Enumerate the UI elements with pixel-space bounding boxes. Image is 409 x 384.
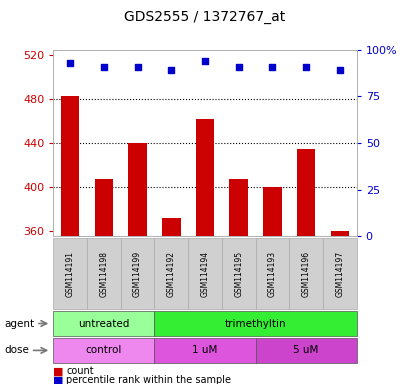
- Text: GSM114195: GSM114195: [234, 250, 243, 297]
- Point: [302, 64, 309, 70]
- Point: [134, 64, 141, 70]
- Text: dose: dose: [4, 345, 29, 356]
- Point: [67, 60, 73, 66]
- Text: percentile rank within the sample: percentile rank within the sample: [66, 375, 231, 384]
- Bar: [61, 96, 79, 236]
- Text: 5 uM: 5 uM: [293, 345, 318, 356]
- Bar: [128, 143, 146, 236]
- Bar: [229, 179, 247, 236]
- Text: count: count: [66, 366, 94, 376]
- Point: [100, 64, 107, 70]
- Bar: [195, 119, 214, 236]
- Text: GDS2555 / 1372767_at: GDS2555 / 1372767_at: [124, 10, 285, 23]
- Text: trimethyltin: trimethyltin: [224, 318, 285, 329]
- Text: GSM114193: GSM114193: [267, 250, 276, 297]
- Text: 1 uM: 1 uM: [192, 345, 217, 356]
- Text: GSM114199: GSM114199: [133, 250, 142, 297]
- Point: [201, 58, 208, 64]
- Point: [268, 64, 275, 70]
- Bar: [94, 179, 113, 236]
- Bar: [296, 149, 315, 236]
- Point: [235, 64, 241, 70]
- Text: ■: ■: [53, 366, 64, 376]
- Text: GSM114196: GSM114196: [301, 250, 310, 297]
- Text: untreated: untreated: [78, 318, 129, 329]
- Text: GSM114192: GSM114192: [166, 251, 175, 296]
- Point: [168, 67, 174, 73]
- Text: control: control: [85, 345, 122, 356]
- Bar: [330, 231, 348, 236]
- Text: agent: agent: [4, 318, 34, 329]
- Bar: [162, 217, 180, 236]
- Point: [336, 67, 342, 73]
- Text: GSM114191: GSM114191: [65, 251, 74, 296]
- Text: ■: ■: [53, 375, 64, 384]
- Text: GSM114194: GSM114194: [200, 250, 209, 297]
- Text: GSM114197: GSM114197: [335, 250, 344, 297]
- Text: GSM114198: GSM114198: [99, 251, 108, 296]
- Bar: [263, 187, 281, 236]
